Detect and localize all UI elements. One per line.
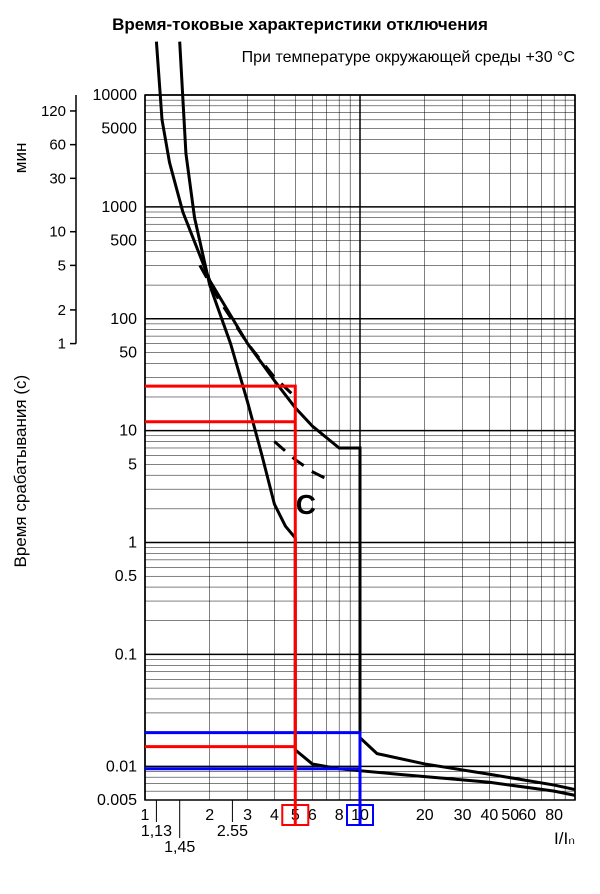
x-tick-label: 3 [243, 807, 252, 824]
y-tick-label: 0.005 [97, 792, 137, 809]
x-axis-label: I/Iₙ [554, 829, 575, 848]
y-tick-label: 500 [110, 233, 137, 250]
x-extra-label: 2.55 [217, 823, 248, 840]
aux-axis-label: мин [11, 143, 30, 174]
y-axis-label: Время срабатывания (с) [11, 375, 30, 568]
x-tick-label: 8 [335, 807, 344, 824]
y-tick-label: 10000 [93, 87, 138, 104]
y-tick-label: 0.1 [115, 646, 137, 663]
y-tick-label: 0.01 [106, 758, 137, 775]
aux-tick-label: 10 [49, 224, 66, 241]
x-tick-label: 30 [454, 807, 472, 824]
x-tick-label: 50 [501, 807, 519, 824]
x-tick-label: 4 [270, 807, 279, 824]
y-tick-label: 100 [110, 311, 137, 328]
aux-tick-label: 1 [58, 336, 66, 353]
y-tick-label: 0.5 [115, 568, 137, 585]
x-extra-label: 1,45 [164, 839, 195, 856]
x-tick-label: 2 [205, 807, 214, 824]
chart-subtitle: При температуре окружающей среды +30 °С [242, 49, 575, 66]
y-tick-label: 10 [119, 423, 137, 440]
y-tick-label: 50 [119, 344, 137, 361]
y-tick-label: 5000 [101, 121, 137, 138]
y-tick-label: 1 [128, 535, 137, 552]
x-tick-label: 20 [416, 807, 434, 824]
aux-tick-label: 120 [41, 103, 66, 120]
y-tick-label: 5 [128, 456, 137, 473]
x-tick-label: 60 [518, 807, 536, 824]
chart-title: Время-токовые характеристики отключения [112, 15, 488, 34]
aux-tick-label: 2 [58, 302, 66, 319]
y-tick-label: 1000 [101, 199, 137, 216]
aux-tick-label: 30 [49, 170, 66, 187]
x-extra-label: 1,13 [141, 823, 172, 840]
x-tick-label: 1 [141, 807, 150, 824]
curve-class-letter: C [296, 489, 316, 520]
x-tick-label: 40 [481, 807, 499, 824]
aux-tick-label: 5 [58, 257, 66, 274]
x-tick-label: 80 [545, 807, 563, 824]
aux-tick-label: 60 [49, 137, 66, 154]
